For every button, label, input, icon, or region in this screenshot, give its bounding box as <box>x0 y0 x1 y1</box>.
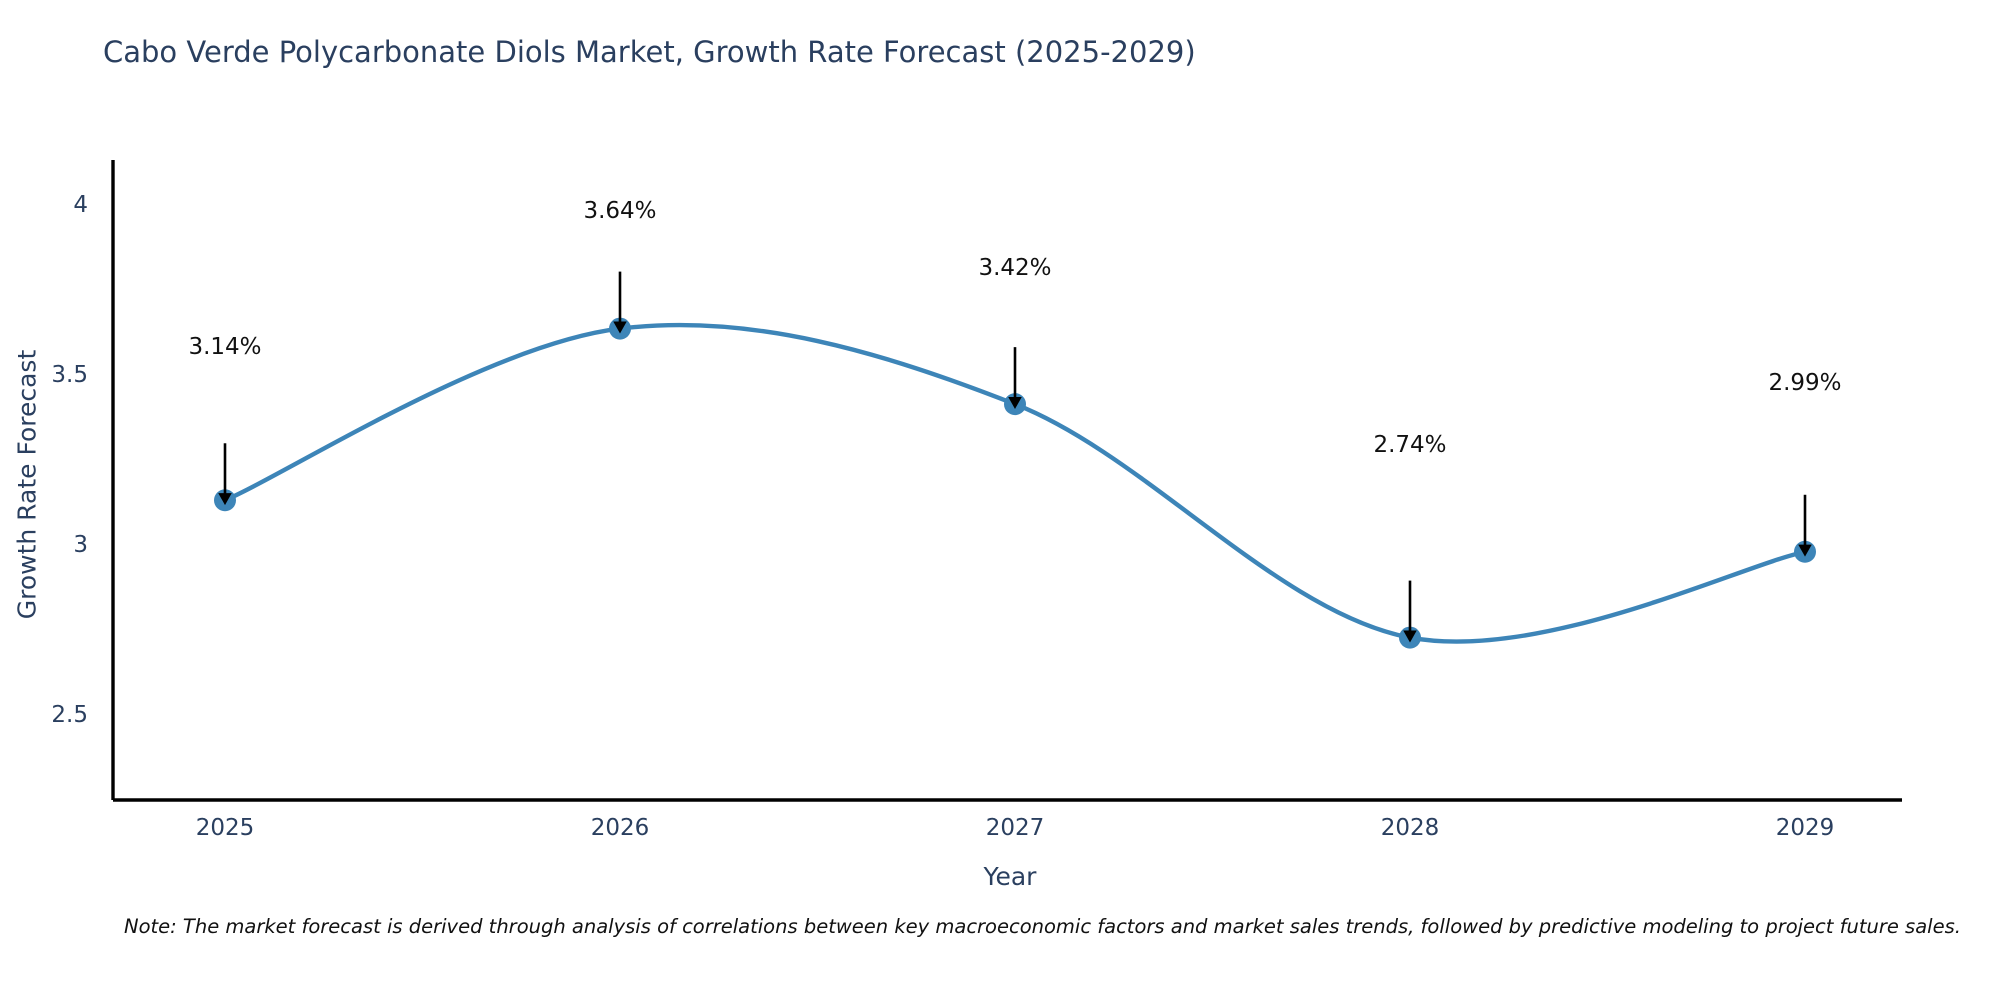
point-label-2025: 3.14% <box>188 334 262 360</box>
point-label-2029: 2.99% <box>1768 370 1842 396</box>
chart-footnote: Note: The market forecast is derived thr… <box>124 915 1961 938</box>
chart-title: Cabo Verde Polycarbonate Diols Market, G… <box>103 35 1196 69</box>
x-tick-label-2028: 2028 <box>1380 815 1440 841</box>
point-label-2026: 3.64% <box>583 198 657 224</box>
point-label-2027: 3.42% <box>978 255 1052 281</box>
y-tick-label-3: 3 <box>73 532 88 558</box>
y-tick-label-4: 4 <box>73 192 88 218</box>
x-tick-label-2025: 2025 <box>195 815 255 841</box>
point-label-2028: 2.74% <box>1373 432 1447 458</box>
annotation-arrows <box>218 271 1812 643</box>
y-tick-label-3-5: 3.5 <box>51 362 88 388</box>
x-tick-label-2026: 2026 <box>590 815 650 841</box>
x-tick-label-2029: 2029 <box>1775 815 1835 841</box>
y-tick-label-2-5: 2.5 <box>51 702 88 728</box>
x-axis-title: Year <box>983 862 1037 891</box>
x-tick-label-2027: 2027 <box>985 815 1045 841</box>
